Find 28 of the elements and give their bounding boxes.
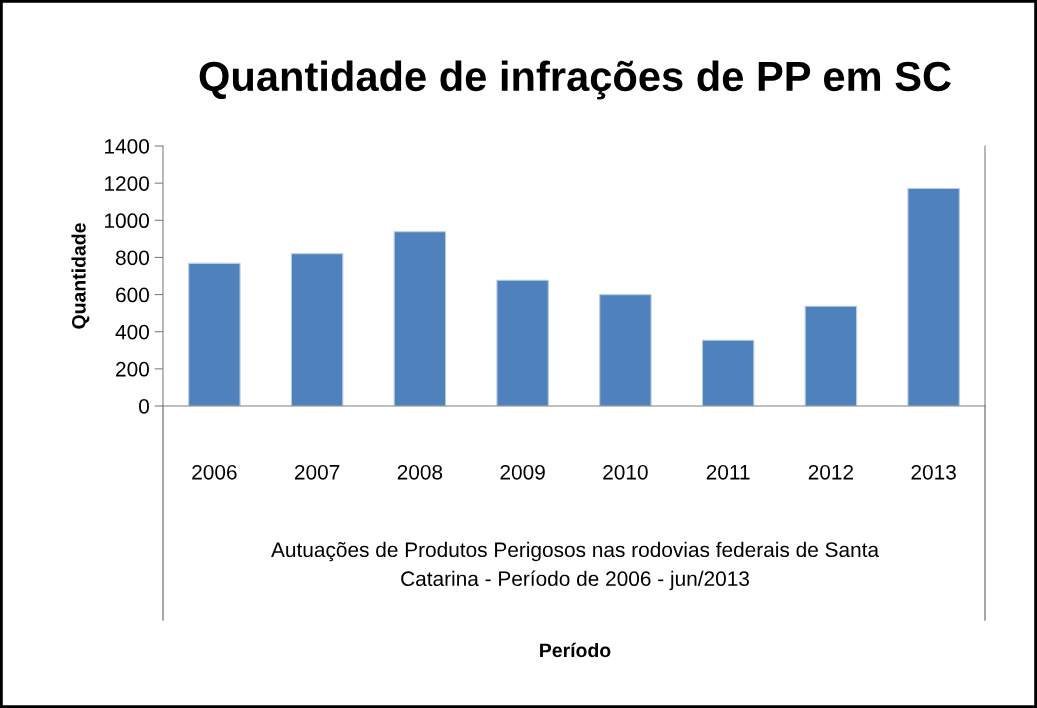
x-tick-label: 2010 xyxy=(603,464,648,480)
y-tick-label: 600 xyxy=(116,287,149,303)
x-tick-label: 2009 xyxy=(500,464,545,480)
y-tick-label: 1400 xyxy=(105,139,149,154)
y-tick-label: 0 xyxy=(139,399,149,414)
x-tick-label: 2008 xyxy=(397,464,443,480)
bar xyxy=(599,294,652,406)
y-tick-label: 400 xyxy=(115,324,149,340)
text: Período xyxy=(540,642,611,658)
bar xyxy=(804,305,858,406)
y-tick-label: 200 xyxy=(116,361,149,377)
y-tick-label: 800 xyxy=(115,250,149,266)
x-tick-label: 2006 xyxy=(192,464,237,480)
x-tick-label: 2012 xyxy=(808,464,853,480)
bar xyxy=(393,231,447,406)
text: Autuações de Produtos Perigosos nas rodovias federais de Santa Catarina - Período de 2006 - jun/2013 xyxy=(271,541,880,591)
x-tick-label: 2013 xyxy=(911,464,956,480)
bar xyxy=(290,253,344,406)
y-tick-label: 1200 xyxy=(105,176,149,191)
bar xyxy=(701,339,755,406)
bar xyxy=(188,262,241,406)
chart-title: Quantidade de infrações de PP em SC xyxy=(199,60,951,100)
bar xyxy=(496,279,549,406)
y-axis-title: Quantidade xyxy=(71,223,90,329)
x-tick-label: 2007 xyxy=(295,464,340,480)
bar xyxy=(907,187,960,406)
y-tick-label: 1000 xyxy=(105,213,149,229)
x-tick-label: 2011 xyxy=(706,464,750,480)
